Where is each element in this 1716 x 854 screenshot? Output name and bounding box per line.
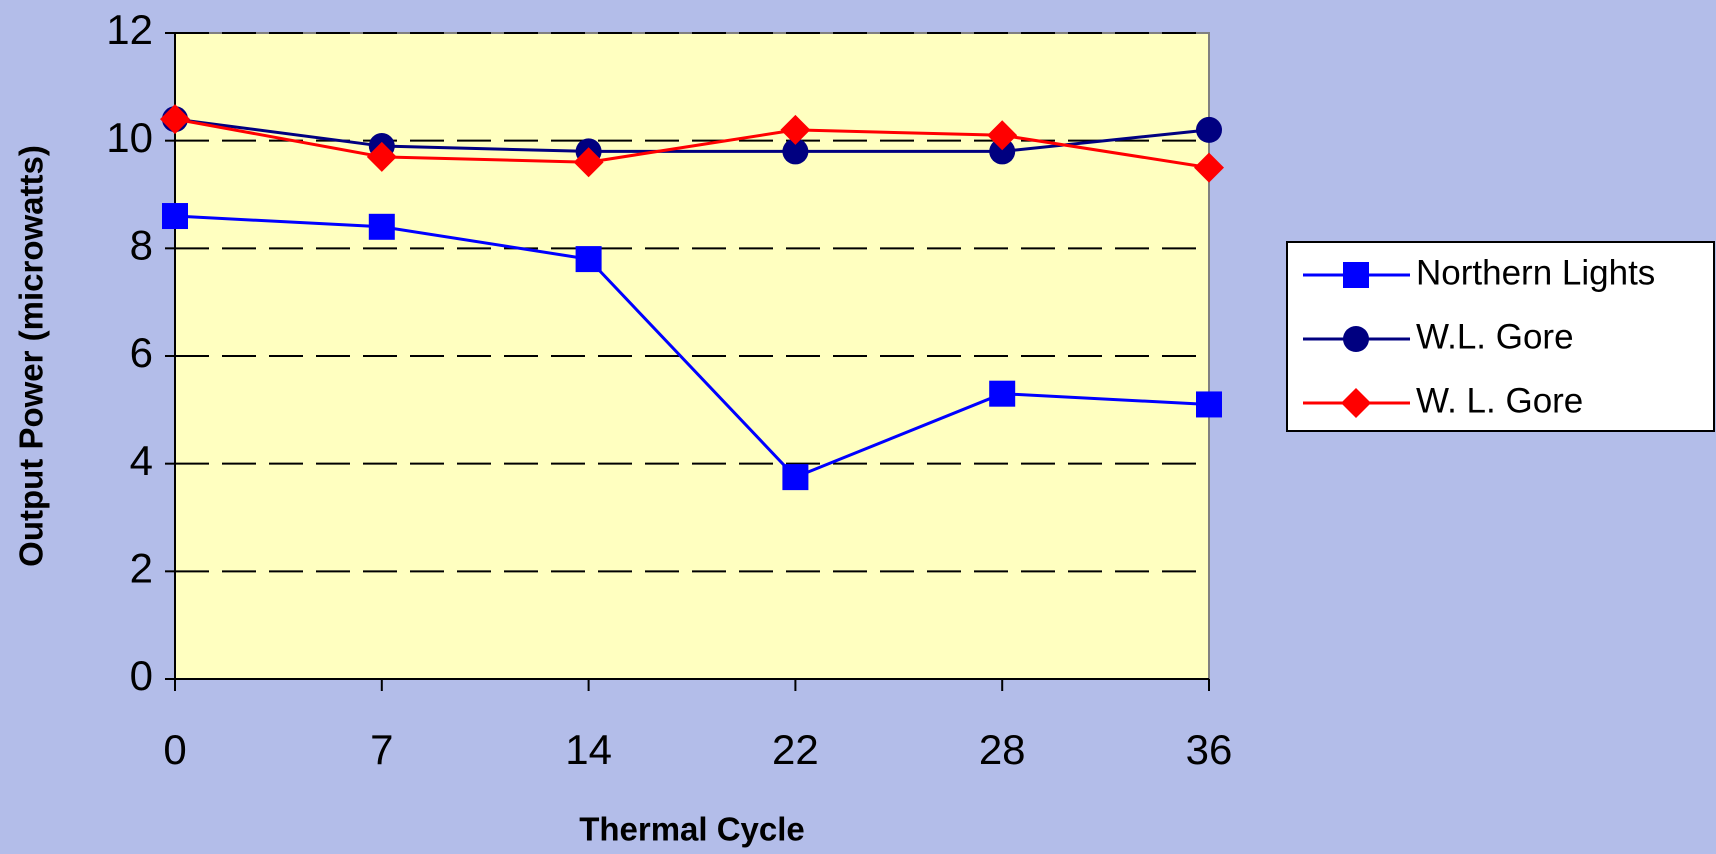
x-tick-label: 0 (163, 726, 186, 773)
legend-label: Northern Lights (1416, 253, 1655, 292)
y-axis-title: Output Power (microwatts) (13, 145, 50, 567)
y-tick-label: 8 (130, 221, 153, 268)
legend-label: W.L. Gore (1416, 317, 1574, 356)
marker (1196, 391, 1222, 418)
y-tick-label: 2 (130, 544, 153, 591)
series-line (174, 214, 1210, 479)
marker (989, 380, 1016, 407)
marker (573, 147, 604, 178)
marker (1343, 326, 1369, 352)
y-tick-label: 6 (130, 329, 153, 376)
marker (780, 114, 811, 145)
marker (987, 120, 1018, 151)
y-tick-label: 4 (130, 437, 153, 484)
marker (1196, 116, 1222, 143)
marker (782, 138, 809, 165)
series-line (174, 117, 1210, 170)
series-line (174, 117, 1210, 153)
x-tick-label: 22 (772, 726, 819, 773)
marker (575, 246, 602, 273)
marker (1343, 262, 1369, 288)
x-tick-label: 7 (370, 726, 393, 773)
marker (989, 138, 1016, 165)
marker (366, 141, 397, 172)
legend-label: W. L. Gore (1416, 381, 1583, 420)
marker (162, 203, 188, 230)
y-tick-label: 10 (106, 114, 153, 161)
marker (368, 213, 395, 240)
marker (1341, 388, 1371, 418)
x-tick-label: 14 (565, 726, 612, 773)
x-axis-title: Thermal Cycle (579, 811, 805, 848)
x-tick-label: 36 (1186, 726, 1233, 773)
y-tick-label: 12 (106, 6, 153, 53)
marker (1194, 152, 1224, 183)
marker (160, 104, 190, 135)
x-tick-label: 28 (979, 726, 1026, 773)
marker (782, 464, 809, 491)
y-tick-label: 0 (130, 652, 153, 699)
